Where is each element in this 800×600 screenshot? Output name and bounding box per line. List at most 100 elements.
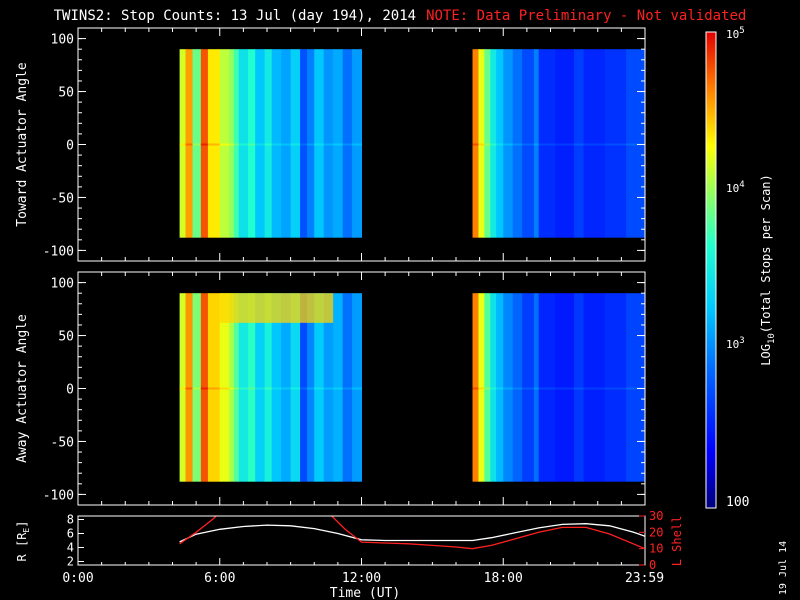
toward-band-24 [484,49,491,238]
colorbar-label: LOG10(Total Stops per Scan) [759,174,777,365]
away-zero-line-10 [255,387,266,390]
toward-zero-line-18 [323,143,334,146]
away-ytick-label: -50 [51,435,74,450]
toward-zero-line-36 [626,143,646,146]
toward-band-33 [574,49,585,238]
away-ytick-label: 100 [51,277,74,292]
toward-zero-line-24 [484,143,491,146]
toward-zero-line-35 [604,143,627,146]
toward-band-30 [533,49,540,238]
toward-band-25 [490,49,497,238]
toward-zero-line-29 [522,143,535,146]
toward-ytick-label: -100 [43,244,74,259]
away-ylabel: Away Actuator Angle [15,314,30,463]
away-band-8 [238,293,249,482]
lshell-ytick-label: 10 [649,542,663,556]
away-zero-line-28 [512,387,523,390]
time-tick-label: 23:59 [625,571,664,586]
colorbar-strip [705,31,717,509]
away-zero-line-30 [533,387,540,390]
title-text: TWINS2: Stop Counts: 13 Jul (day 194), 2… [53,8,417,24]
away-band-35 [604,293,627,482]
colorbar-tick-100: 100 [726,495,749,510]
toward-ytick-label: 50 [58,86,74,101]
away-zero-line-4 [207,387,221,390]
toward-zero-line-0 [179,143,186,146]
toward-band-10 [255,49,266,238]
away-band-25 [490,293,497,482]
away-band-20 [342,293,353,482]
r-ytick-label: 6 [67,527,74,541]
lshell-ytick-label: 20 [649,525,663,539]
r-ytick-label: 2 [67,555,74,569]
away-band-4 [207,293,221,482]
away-zero-line-1 [185,387,194,390]
away-band-21 [352,293,362,482]
away-band-31 [538,293,556,482]
toward-zero-line-34 [583,143,606,146]
away-band-1 [185,293,194,482]
away-ytick-label: -100 [43,488,74,503]
away-zero-line-14 [290,387,301,390]
toward-band-2 [192,49,202,238]
time-tick-label: 12:00 [342,571,381,586]
toward-ytick-label: 100 [51,33,74,48]
away-band-27 [503,293,514,482]
away-zero-line-36 [626,387,646,390]
away-zero-line-18 [323,387,334,390]
away-zero-line-31 [538,387,556,390]
toward-zero-line-8 [238,143,249,146]
away-zero-line-24 [484,387,491,390]
away-zero-line-25 [490,387,497,390]
toward-zero-line-21 [352,143,362,146]
away-zero-line-0 [179,387,186,390]
toward-band-11 [264,49,273,238]
away-band-19 [333,293,344,482]
away-band-16 [307,293,315,482]
away-zero-line-16 [307,387,315,390]
away-band-15 [300,293,308,482]
away-zero-line-22 [472,387,479,390]
toward-band-6 [229,49,235,238]
away-zero-line-3 [200,387,209,390]
colorbar-tick-1e4: 104 [726,180,745,195]
away-band-2 [192,293,202,482]
away-band-5 [219,293,230,482]
time-tick-label: 0:00 [62,571,93,586]
away-zero-line-13 [281,387,292,390]
away-band-12 [271,293,282,482]
toward-band-1 [185,49,194,238]
away-zero-line-20 [342,387,353,390]
toward-band-17 [314,49,325,238]
away-zero-line-9 [248,387,256,390]
toward-zero-line-6 [229,143,235,146]
away-zero-line-7 [233,387,240,390]
away-band-33 [574,293,585,482]
toward-band-31 [538,49,556,238]
away-band-32 [555,293,575,482]
chart-title: TWINS2: Stop Counts: 13 Jul (day 194), 2… [0,8,800,24]
toward-band-5 [219,49,230,238]
toward-band-12 [271,49,282,238]
away-angle-panel: -100 -50 0 50 100 Away Actuator Angle [15,271,646,506]
away-zero-line-34 [583,387,606,390]
away-band-10 [255,293,266,482]
toward-ytick-label: 0 [66,139,74,154]
away-zero-line-23 [478,387,485,390]
toward-zero-line-31 [538,143,556,146]
toward-zero-line-11 [264,143,273,146]
time-tick-label: 6:00 [204,571,235,586]
toward-zero-line-1 [185,143,194,146]
x-axis-label: Time (UT) [330,586,400,600]
toward-band-14 [290,49,301,238]
toward-zero-line-3 [200,143,209,146]
away-band-13 [281,293,292,482]
colorbar-tick-1e3: 103 [726,336,745,351]
toward-zero-line-23 [478,143,485,146]
toward-zero-line-26 [496,143,504,146]
away-zero-line-6 [229,387,235,390]
away-zero-line-5 [219,387,230,390]
away-band-34 [583,293,606,482]
